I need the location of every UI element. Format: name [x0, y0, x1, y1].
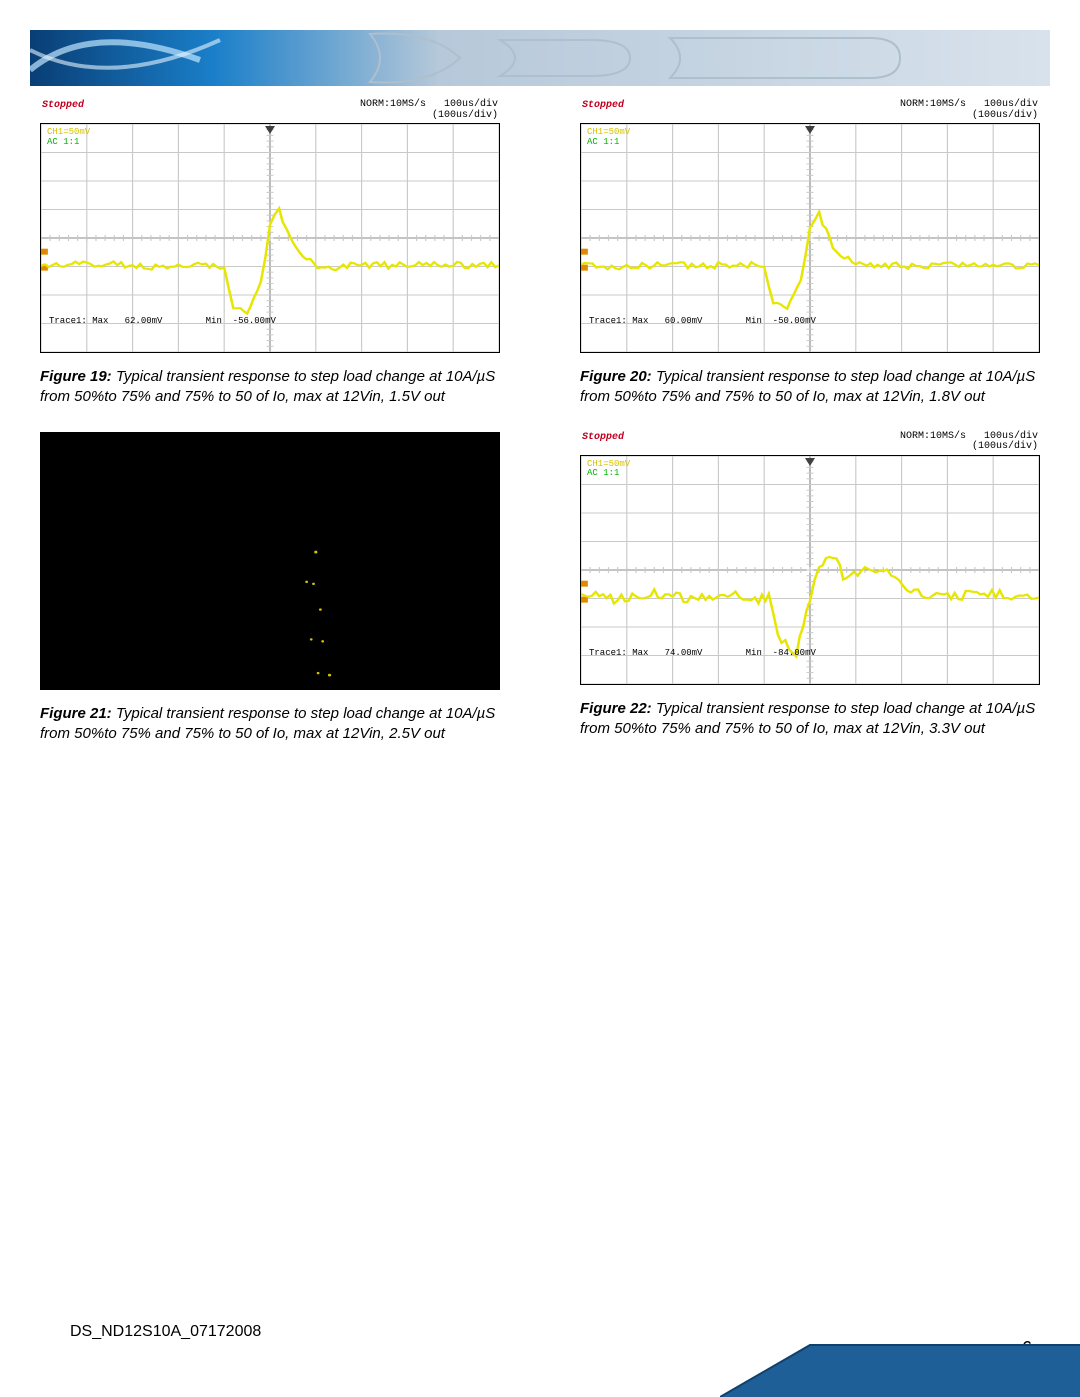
figure-caption: Figure 22: Typical transient response to… [580, 699, 1040, 740]
scope-screen: CH1=50mV AC 1:1 Trace1: Max 60.00mV Min … [580, 123, 1040, 353]
figure-caption: Figure 19: Typical transient response to… [40, 367, 500, 408]
trigger-marker-icon [265, 126, 275, 134]
trace-measure: Trace1: Max 62.00mV Min -56.00mV [49, 316, 276, 326]
trace-measure: Trace1: Max 60.00mV Min -50.00mV [589, 316, 816, 326]
footer-decoration [720, 1337, 1080, 1397]
figure-21: Figure 21: Typical transient response to… [40, 432, 500, 745]
scope-status: Stopped [582, 100, 624, 121]
trigger-marker-icon [805, 126, 815, 134]
scope-timebase: NORM:10MS/s 100us/div (100us/div) [900, 432, 1038, 453]
page-body: Stopped NORM:10MS/s 100us/div (100us/div… [40, 100, 1040, 768]
scope-timebase: NORM:10MS/s 100us/div (100us/div) [900, 100, 1038, 121]
scope-timebase: NORM:10MS/s 100us/div (100us/div) [360, 100, 498, 121]
figure-caption: Figure 21: Typical transient response to… [40, 704, 500, 745]
figure-row-1: Stopped NORM:10MS/s 100us/div (100us/div… [40, 100, 1040, 408]
scope-screen: CH1=50mV AC 1:1 Trace1: Max 62.00mV Min … [40, 123, 500, 353]
channel-label: CH1=50mV AC 1:1 [587, 128, 630, 148]
footer-doc-code: DS_ND12S10A_07172008 [70, 1323, 261, 1341]
scope-screen-dark [40, 432, 500, 690]
figure-caption: Figure 20: Typical transient response to… [580, 367, 1040, 408]
figure-19: Stopped NORM:10MS/s 100us/div (100us/div… [40, 100, 500, 408]
header-band [30, 30, 1050, 86]
channel-label: CH1=50mV AC 1:1 [47, 128, 90, 148]
figure-row-2: Figure 21: Typical transient response to… [40, 432, 1040, 745]
channel-label: CH1=50mV AC 1:1 [587, 460, 630, 480]
scope-screen: CH1=50mV AC 1:1 Trace1: Max 74.00mV Min … [580, 455, 1040, 685]
figure-20: Stopped NORM:10MS/s 100us/div (100us/div… [580, 100, 1040, 408]
scope-status: Stopped [42, 100, 84, 121]
trace-measure: Trace1: Max 74.00mV Min -84.00mV [589, 648, 816, 658]
figure-22: Stopped NORM:10MS/s 100us/div (100us/div… [580, 432, 1040, 745]
trigger-marker-icon [805, 458, 815, 466]
scope-status: Stopped [582, 432, 624, 453]
